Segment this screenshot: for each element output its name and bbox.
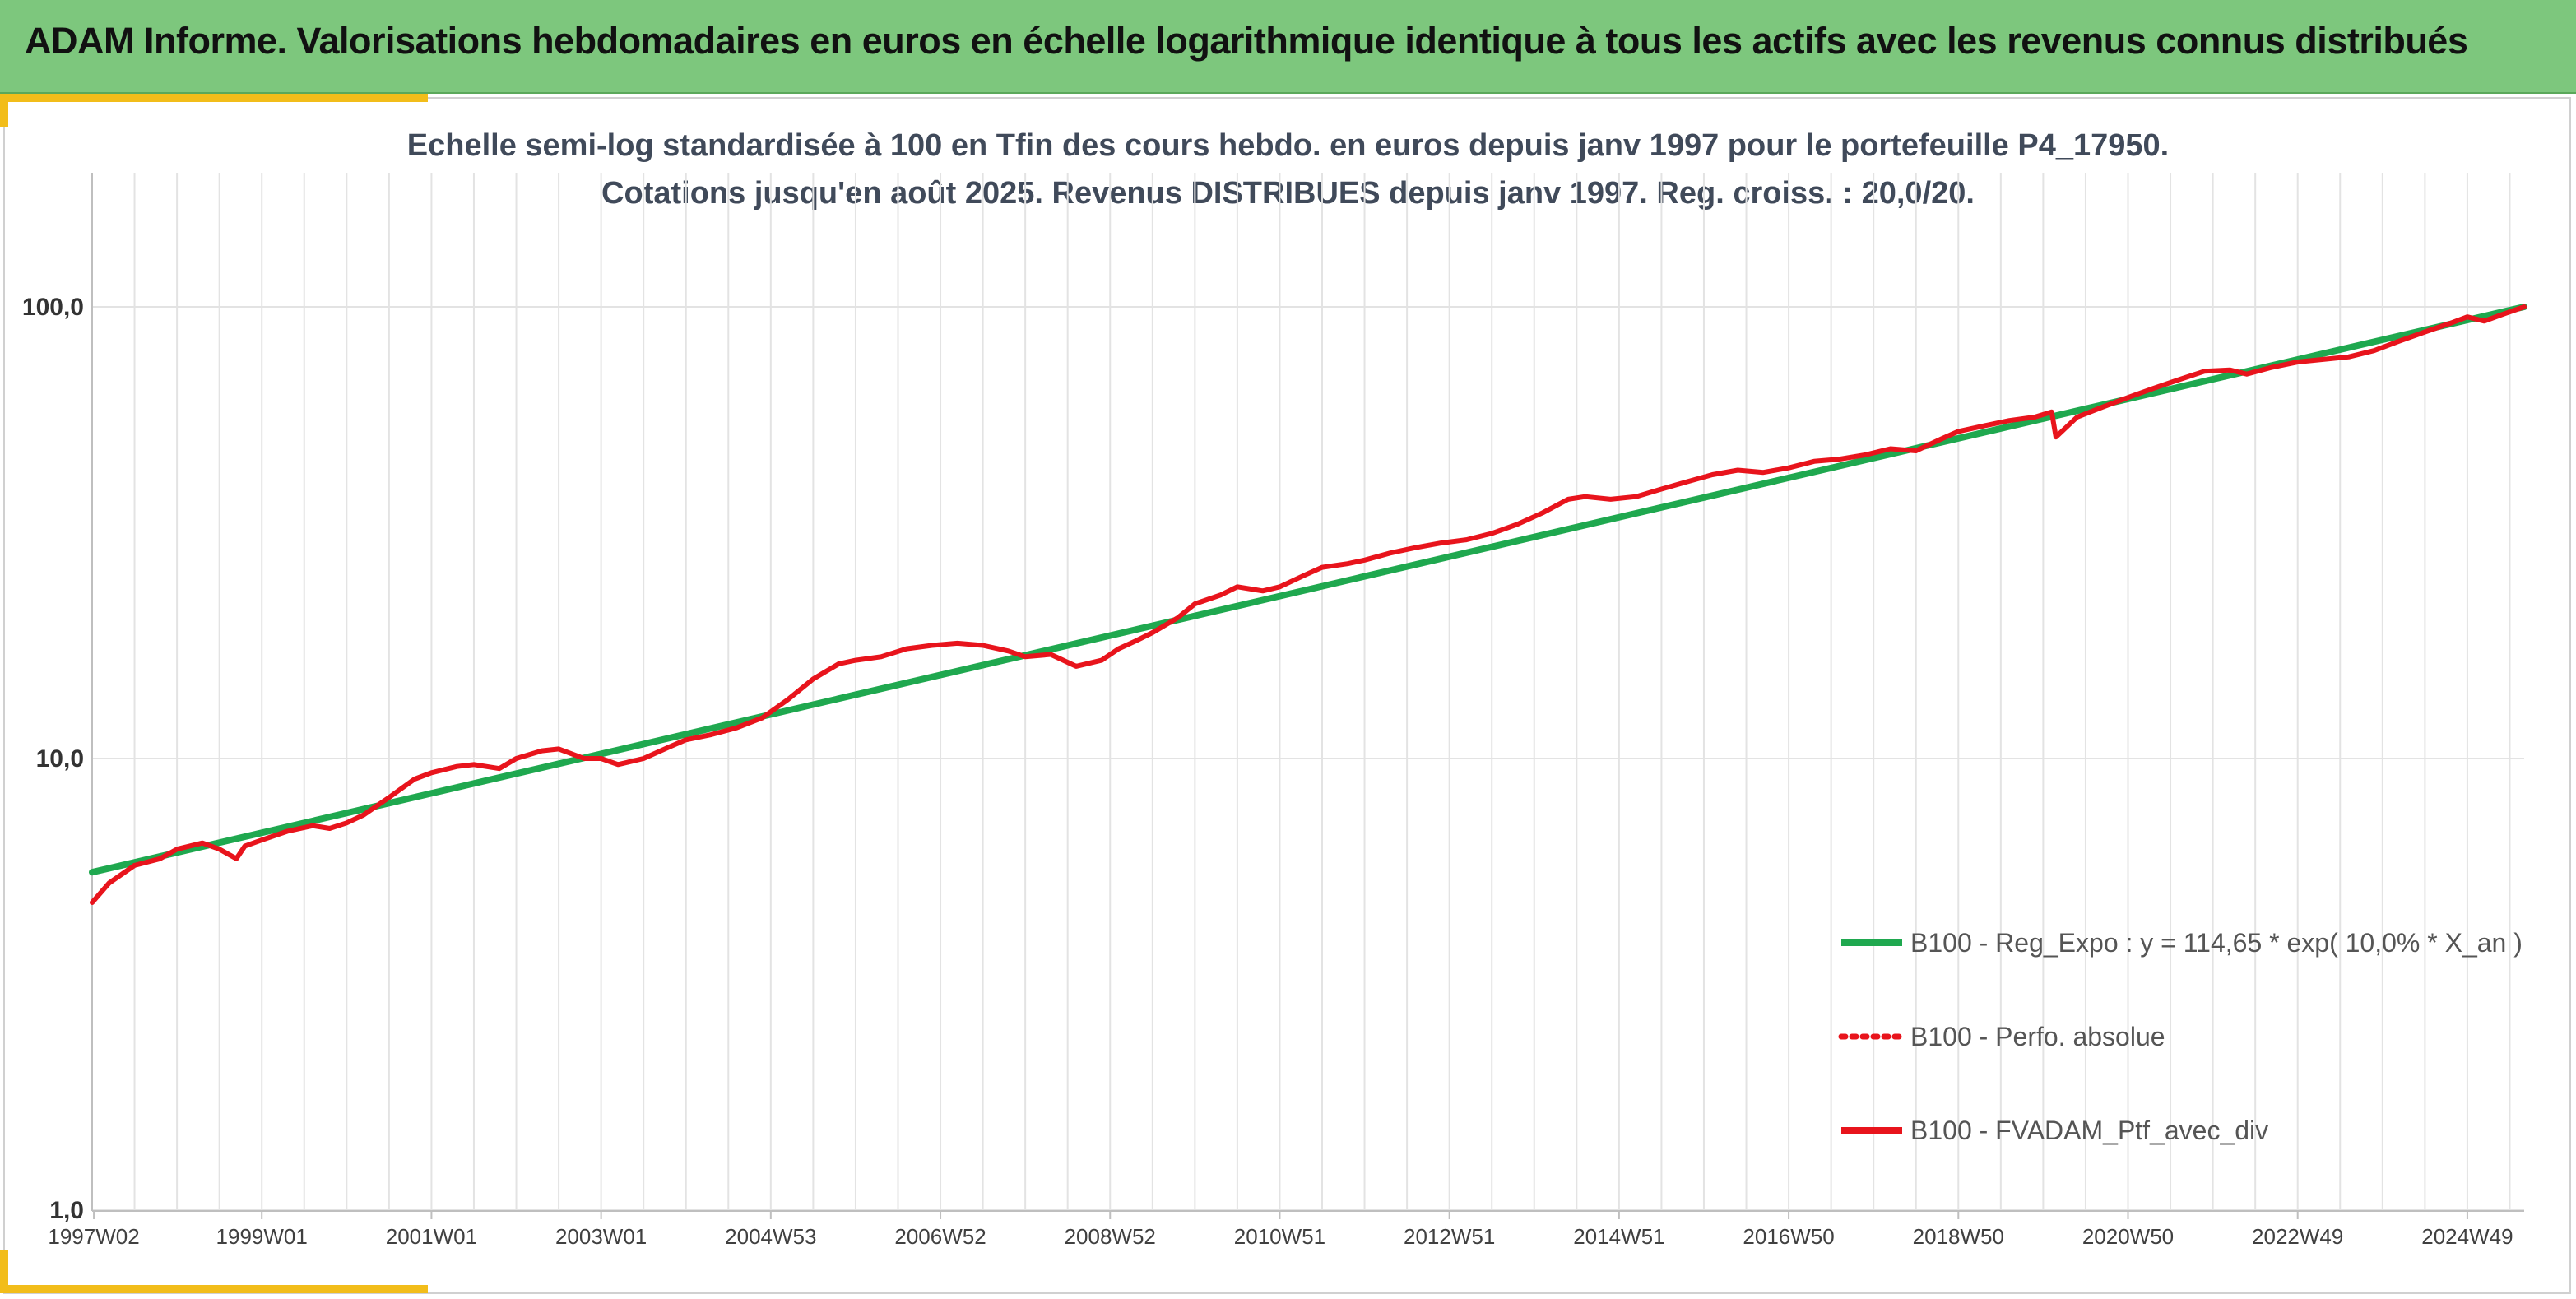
frame-accent-bottom	[0, 1285, 428, 1293]
report-title: ADAM Informe. Valorisations hebdomadaire…	[25, 20, 2468, 62]
legend: B100 - Reg_Expo : y = 114,65 * exp( 10,0…	[1838, 928, 2523, 1145]
series-line-0	[89, 304, 2527, 876]
series-line-2	[90, 304, 2527, 905]
x-tick-label: 1999W01	[216, 1224, 308, 1249]
x-tick-label: 2003W01	[555, 1224, 647, 1249]
x-tick-label: 2006W52	[894, 1224, 986, 1249]
x-tick-label: 2020W50	[2082, 1224, 2174, 1249]
chart-frame	[3, 97, 2571, 1294]
x-tick-label: 2012W51	[1404, 1224, 1495, 1249]
header-banner: ADAM Informe. Valorisations hebdomadaire…	[0, 0, 2576, 94]
x-tick-label: 2014W51	[1573, 1224, 1664, 1249]
chart-title: Echelle semi-log standardisée à 100 en T…	[406, 128, 2170, 163]
x-tick-label: 2004W53	[725, 1224, 816, 1249]
x-tick-label: 2018W50	[1913, 1224, 2004, 1249]
x-tick-label: 2008W52	[1065, 1224, 1156, 1249]
x-tick-label: 2024W49	[2421, 1224, 2513, 1249]
x-tick-label: 2001W01	[386, 1224, 477, 1249]
axes: 1,0 10,0 100,0 1997W02 1999W01 2001W01 2003W01…	[22, 173, 2524, 1249]
y-tick-label: 10,0	[36, 745, 84, 772]
x-tick-label: 1997W02	[48, 1224, 139, 1249]
x-tick-label: 2022W49	[2252, 1224, 2343, 1249]
legend-label-1: B100 - Perfo. absolue	[1910, 1022, 2165, 1051]
legend-label-2: B100 - FVADAM_Ptf_avec_div	[1910, 1116, 2268, 1145]
legend-label-0: B100 - Reg_Expo : y = 114,65 * exp( 10,0…	[1910, 928, 2523, 958]
series-layer	[89, 304, 2527, 905]
frame-accent-top	[0, 94, 428, 102]
y-tick-label: 1,0	[49, 1197, 84, 1224]
y-tick-label: 100,0	[22, 294, 84, 321]
grid-lines	[91, 173, 2524, 1211]
x-tick-label: 2016W50	[1743, 1224, 1834, 1249]
x-tick-label: 2010W51	[1234, 1224, 1325, 1249]
frame-accent-top-vertical	[0, 94, 8, 127]
frame-accent-bottom-vertical	[0, 1250, 8, 1293]
